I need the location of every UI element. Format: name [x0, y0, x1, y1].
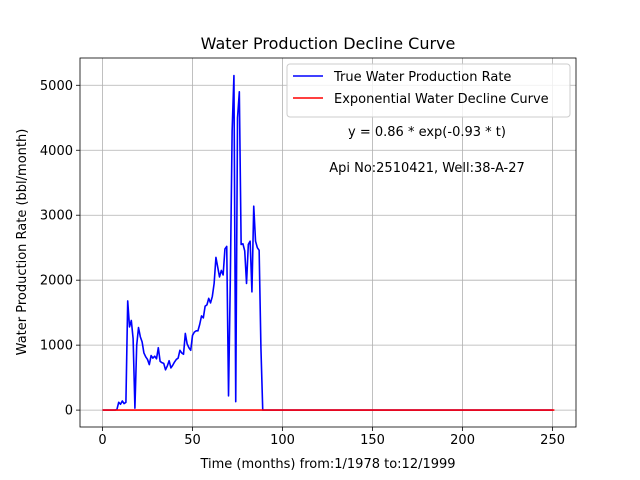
x-axis: 0 50 100 150 200 250 — [98, 427, 565, 448]
series-layer — [102, 74, 555, 411]
legend-box — [286, 63, 571, 118]
x-tick-label: 0 — [98, 433, 106, 448]
chart-title: Water Production Decline Curve — [201, 34, 456, 53]
y-tick-label: 0 — [65, 404, 73, 419]
y-tick-label: 1000 — [40, 339, 73, 354]
x-tick-label: 200 — [450, 433, 475, 448]
y-tick-label: 4000 — [40, 144, 73, 159]
series-true-water-production-rate — [102, 74, 553, 411]
x-tick-label: 50 — [184, 433, 201, 448]
legend-label-true-rate: True Water Production Rate — [333, 70, 511, 85]
x-tick-label: 100 — [270, 433, 295, 448]
grid-lines — [80, 58, 576, 427]
equation-annotation: y = 0.86 * exp(-0.93 * t) — [348, 125, 506, 140]
x-tick-label: 150 — [360, 433, 385, 448]
legend-label-exponential-curve: Exponential Water Decline Curve — [334, 92, 549, 107]
y-axis: 0 1000 2000 3000 4000 5000 — [40, 79, 80, 419]
y-tick-label: 2000 — [40, 274, 73, 289]
plot-frame — [79, 57, 577, 428]
x-tick-label: 250 — [540, 433, 565, 448]
y-axis-label: Water Production Rate (bbl/month) — [15, 129, 30, 356]
legend: True Water Production Rate Exponential W… — [286, 63, 571, 118]
y-tick-label: 5000 — [40, 79, 73, 94]
well-annotation: Api No:2510421, Well:38-A-27 — [329, 161, 525, 176]
y-tick-label: 3000 — [40, 209, 73, 224]
x-axis-label: Time (months) from:1/1978 to:12/1999 — [199, 457, 455, 472]
